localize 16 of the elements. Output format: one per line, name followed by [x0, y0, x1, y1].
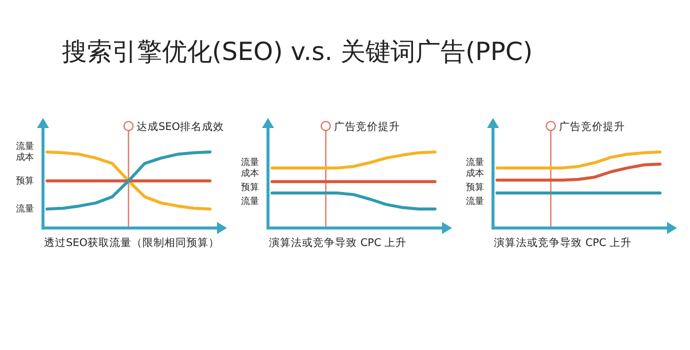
- x-axis-title: 演算法或竞争导致 CPC 上升: [494, 236, 632, 249]
- series-label: 预算: [241, 182, 259, 193]
- text: 搜索引擎优化(SEO) v.s. 关键词广告(PPC): [62, 37, 533, 66]
- series-label: 流量成本: [241, 156, 259, 179]
- text: 广告竞价提升: [558, 120, 625, 133]
- x-axis-title: 演算法或竞争导致 CPC 上升: [269, 236, 407, 249]
- text: 达成SEO排名成效: [136, 120, 224, 133]
- text: 广告竞价提升: [334, 120, 400, 133]
- series-label: 流量成本: [466, 156, 484, 179]
- x-axis-title: 透过SEO获取流量（限制相同预算）: [44, 236, 220, 249]
- series-label: 流量成本: [16, 141, 34, 163]
- series-label: 流量: [466, 196, 484, 207]
- series-label: 流量: [16, 204, 34, 214]
- series-label: 流量: [241, 196, 259, 207]
- series-label: 预算: [466, 182, 484, 193]
- series-label: 预算: [16, 175, 34, 186]
